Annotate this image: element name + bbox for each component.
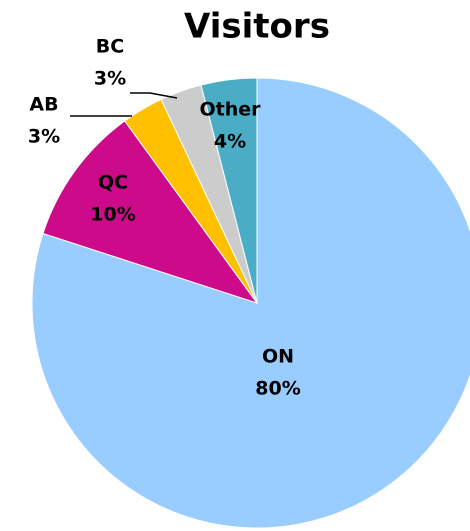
pie-slice (200, 77, 258, 304)
slice-label: BC (96, 36, 124, 58)
slice-value-label: 80% (255, 378, 300, 400)
slice-value-label: 10% (90, 204, 135, 226)
slice-value-label: 4% (214, 131, 246, 153)
slice-label: QC (98, 172, 128, 194)
slice-value-label: 3% (28, 126, 60, 148)
slice-value-label: 3% (94, 68, 126, 90)
slice-label: AB (29, 94, 58, 116)
pie-slice (42, 120, 259, 304)
pie-slice (31, 77, 470, 529)
slice-label: ON (262, 346, 294, 368)
pie (31, 77, 470, 529)
slice-label: Other (199, 99, 261, 121)
leader-line (130, 92, 178, 99)
chart-title: Visitors (184, 7, 330, 47)
